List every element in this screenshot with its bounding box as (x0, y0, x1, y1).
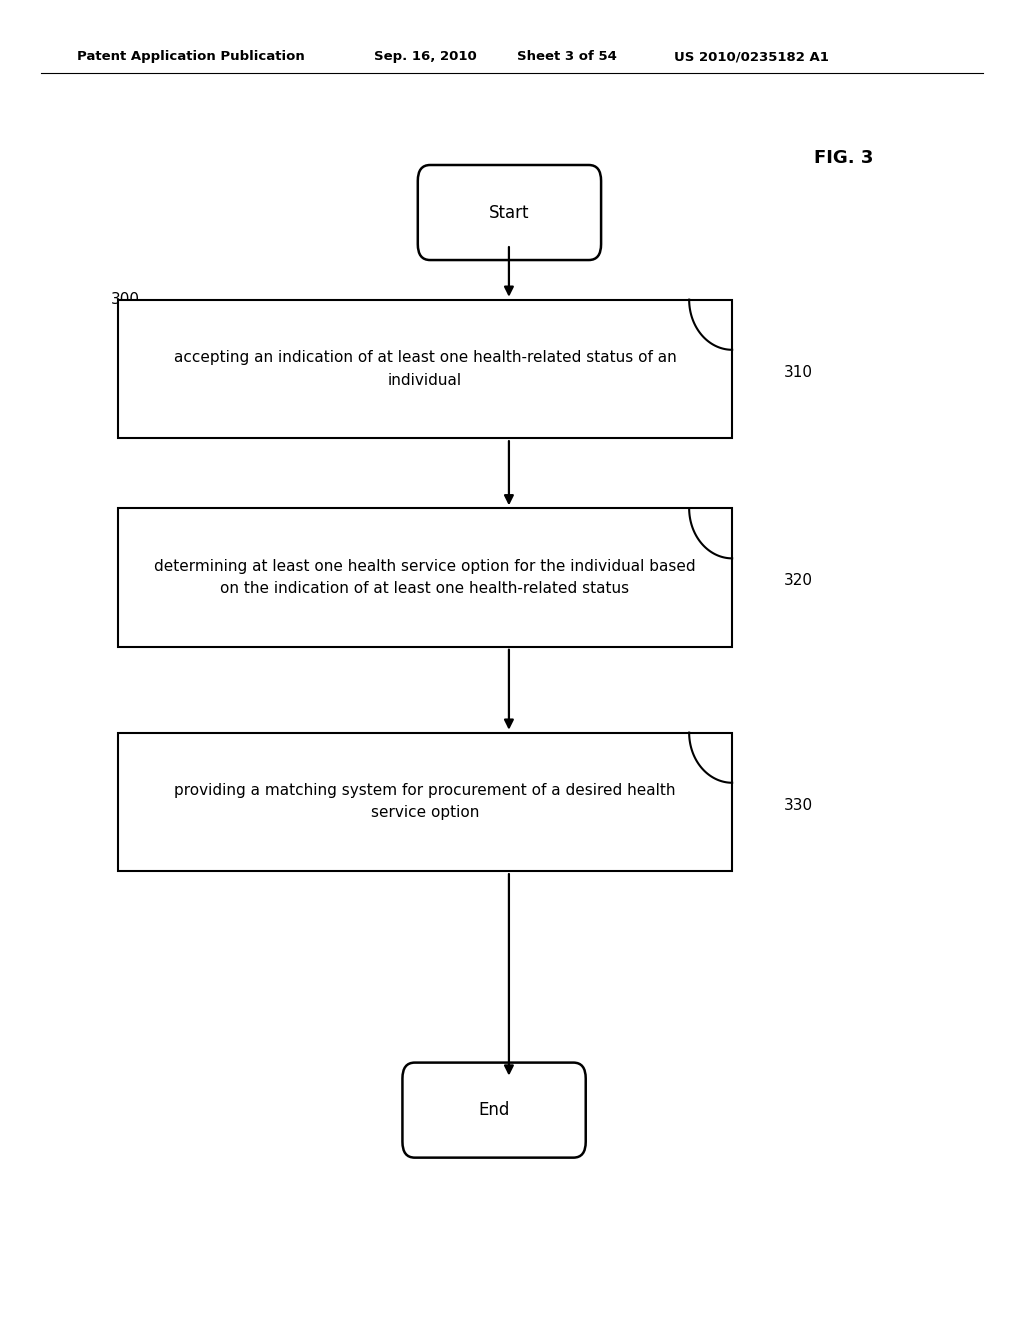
Text: US 2010/0235182 A1: US 2010/0235182 A1 (674, 50, 828, 63)
Text: 330: 330 (783, 797, 812, 813)
Bar (118, 733, 732, 871)
Text: determining at least one health service option for the individual based
on the i: determining at least one health service … (155, 558, 695, 597)
Bar (118, 508, 732, 647)
FancyBboxPatch shape (402, 1063, 586, 1158)
Text: 310: 310 (783, 364, 812, 380)
Bar (118, 300, 732, 438)
Text: End: End (478, 1101, 510, 1119)
Text: 320: 320 (783, 573, 812, 589)
Text: Start: Start (489, 203, 529, 222)
Text: Sep. 16, 2010: Sep. 16, 2010 (374, 50, 476, 63)
Text: Patent Application Publication: Patent Application Publication (77, 50, 304, 63)
Text: accepting an indication of at least one health-related status of an
individual: accepting an indication of at least one … (174, 350, 676, 388)
Text: providing a matching system for procurement of a desired health
service option: providing a matching system for procurem… (174, 783, 676, 821)
Text: 300: 300 (111, 292, 139, 308)
Text: FIG. 3: FIG. 3 (814, 149, 873, 168)
FancyBboxPatch shape (418, 165, 601, 260)
Text: Sheet 3 of 54: Sheet 3 of 54 (517, 50, 617, 63)
